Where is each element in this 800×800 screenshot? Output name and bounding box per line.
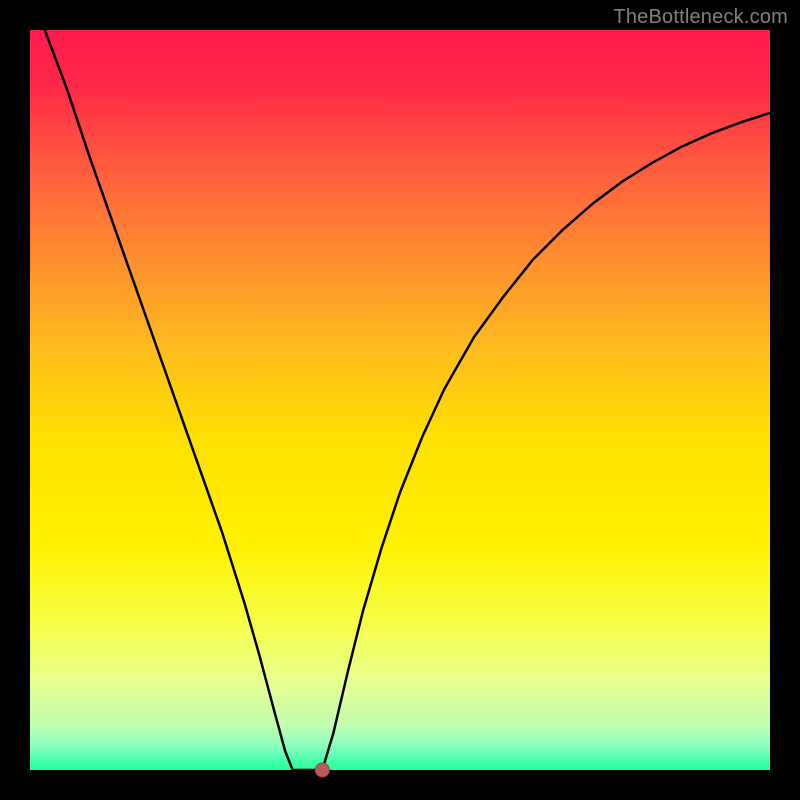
chart-svg [0, 0, 800, 800]
bottleneck-chart: TheBottleneck.com [0, 0, 800, 800]
plot-background [30, 30, 770, 770]
optimal-marker [315, 763, 329, 777]
watermark-text: TheBottleneck.com [613, 6, 788, 29]
